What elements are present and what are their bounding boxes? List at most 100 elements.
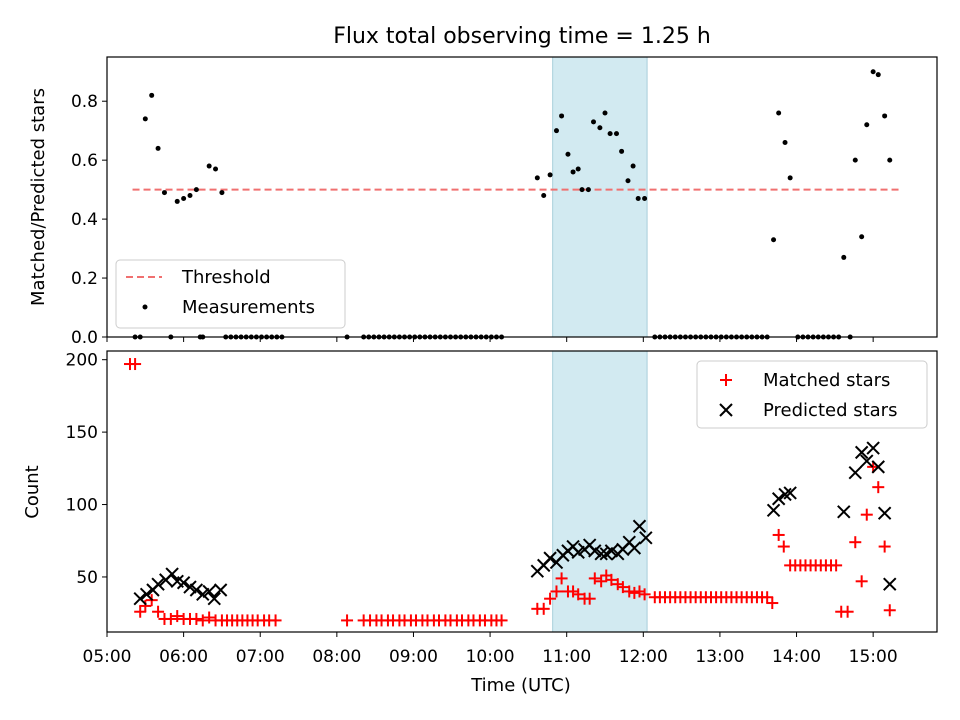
matched-star-marker xyxy=(855,575,868,588)
measurement-point xyxy=(174,198,180,204)
predicted-star-marker xyxy=(189,583,204,597)
matched-star-marker xyxy=(139,599,152,612)
measurement-point xyxy=(181,195,187,201)
ratio-panel: 0.00.20.40.60.8 Matched/Predicted stars … xyxy=(28,56,938,348)
measurement-point xyxy=(642,195,648,201)
predicted-star-marker xyxy=(877,506,892,520)
measurement-point xyxy=(852,157,858,163)
predicted-star-marker xyxy=(594,547,608,561)
measurement-point xyxy=(142,116,148,122)
matched-star-marker xyxy=(190,612,203,625)
predicted-star-marker xyxy=(860,454,874,468)
matched-star-marker xyxy=(595,575,608,588)
matched-star-marker xyxy=(164,612,177,625)
x-tick-label: 13:00 xyxy=(695,647,744,667)
matched-star-marker xyxy=(152,605,165,618)
x-tick-label: 06:00 xyxy=(159,647,208,667)
matched-star-marker xyxy=(544,592,557,605)
legend-predicted-swatch xyxy=(719,403,733,417)
count-legend: Matched stars Predicted stars xyxy=(696,360,928,429)
x-tick-label: 08:00 xyxy=(312,647,361,667)
measurement-point xyxy=(565,151,571,157)
predicted-star-marker xyxy=(866,441,880,455)
measurement-point xyxy=(193,187,199,193)
count-y-tick-label: 200 xyxy=(66,351,98,371)
measurement-point xyxy=(579,187,585,193)
measurement-point xyxy=(776,110,782,116)
matched-star-marker xyxy=(766,597,779,610)
matched-star-marker xyxy=(171,610,184,623)
ratio-legend-box xyxy=(115,259,346,329)
predicted-star-marker xyxy=(837,505,851,519)
count-y-tick-label: 100 xyxy=(66,496,98,516)
x-tick-label: 14:00 xyxy=(772,647,821,667)
predicted-star-marker xyxy=(766,503,781,518)
count-y-axis-label: Count xyxy=(22,465,43,518)
measurement-point xyxy=(155,145,161,151)
count-observing-window xyxy=(552,350,648,633)
measurement-point xyxy=(547,172,553,178)
matched-star-marker xyxy=(849,536,862,549)
x-tick-label: 05:00 xyxy=(83,647,132,667)
legend-matched-label: Matched stars xyxy=(763,370,890,391)
legend-measurements-label: Measurements xyxy=(182,297,315,318)
matched-star-marker xyxy=(567,585,580,598)
measurement-point xyxy=(771,237,777,243)
x-tick-label: 11:00 xyxy=(542,647,591,667)
x-tick-label: 09:00 xyxy=(389,647,438,667)
x-tick-label: 12:00 xyxy=(619,647,668,667)
predicted-star-marker xyxy=(854,445,869,460)
measurement-point xyxy=(534,175,540,181)
measurement-point xyxy=(841,254,847,260)
predicted-star-marker xyxy=(176,576,191,590)
ratio-y-tick-label: 0.4 xyxy=(71,210,98,230)
predicted-star-marker xyxy=(771,492,786,506)
ratio-panel-frame xyxy=(106,56,938,338)
predicted-star-marker xyxy=(139,587,154,602)
chart-title: Flux total observing time = 1.25 h xyxy=(333,24,711,49)
predicted-star-marker xyxy=(133,591,147,606)
matched-star-marker xyxy=(611,578,624,591)
count-y-tick-label: 50 xyxy=(76,568,98,588)
matched-star-marker xyxy=(830,559,843,572)
matched-star-marker xyxy=(129,358,142,371)
ratio-y-tick-label: 0.0 xyxy=(71,328,98,348)
measurement-point xyxy=(607,131,613,137)
matched-star-marker xyxy=(872,481,885,494)
measurement-point xyxy=(613,131,619,137)
measurement-point xyxy=(213,166,219,172)
matched-star-marker xyxy=(495,614,508,627)
predicted-star-marker xyxy=(207,591,221,606)
predicted-star-marker xyxy=(871,460,885,474)
ratio-y-tick-label: 0.2 xyxy=(71,269,98,289)
count-y-tick-label: 150 xyxy=(66,423,98,443)
measurement-point xyxy=(591,119,597,125)
count-panel: 50 100 150 200 05:00 06:00 07:00 08:00 09:00 10:… xyxy=(22,350,938,696)
matched-star-marker xyxy=(269,614,282,627)
count-panel-frame xyxy=(106,350,938,633)
predicted-star-marker xyxy=(543,551,557,565)
measurement-point xyxy=(859,234,865,240)
matched-star-marker xyxy=(860,508,873,521)
measurement-point xyxy=(575,166,581,172)
predicted-star-marker xyxy=(627,541,642,555)
measurement-point xyxy=(625,178,631,184)
matched-star-marker xyxy=(878,540,891,553)
measurement-point xyxy=(161,190,167,196)
measurement-point xyxy=(875,72,881,78)
matched-star-marker xyxy=(196,614,209,627)
measurement-point xyxy=(597,125,603,131)
matched-star-marker xyxy=(341,614,354,627)
predicted-star-marker xyxy=(848,465,862,480)
ratio-observing-window xyxy=(552,56,648,338)
measurement-point xyxy=(219,190,225,196)
measurement-point xyxy=(602,110,608,116)
x-tick-label: 07:00 xyxy=(236,647,285,667)
predicted-star-marker xyxy=(639,531,653,545)
matched-star-marker xyxy=(605,573,618,586)
measurement-point xyxy=(787,175,793,181)
measurement-point xyxy=(619,148,625,154)
measurement-point xyxy=(187,193,193,199)
ratio-legend: Threshold Measurements xyxy=(115,259,346,329)
